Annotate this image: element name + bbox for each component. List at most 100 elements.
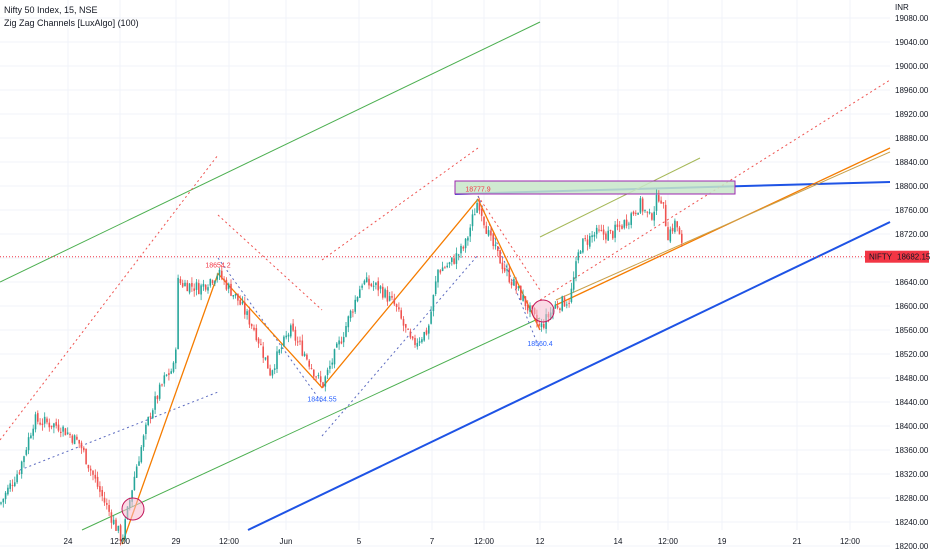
candle-body [152,410,154,419]
candle-body [391,296,393,298]
candle-body [480,208,483,216]
candle [317,372,320,379]
candle [278,348,281,356]
candle-body [497,246,499,251]
candle [99,481,101,498]
candle [310,363,313,370]
candle [253,324,255,332]
candle [510,278,513,289]
candle [80,440,83,454]
low-highlight-circle [121,497,145,521]
candle-body [149,416,152,418]
candle-body [517,286,520,288]
candle [78,439,80,449]
candle-body [386,290,389,302]
candle [315,375,317,382]
candle-body [278,349,281,354]
candle [324,375,327,392]
candle-body [172,362,175,372]
candle [175,347,177,370]
candle [101,486,103,502]
candle [423,331,425,342]
candle [561,295,563,312]
candle [623,219,626,230]
candle-body [478,202,481,211]
candle [94,469,97,483]
candle [14,476,16,488]
candle-body [218,269,221,276]
candle [441,261,444,272]
candle-body [653,211,655,221]
candle-body [584,238,586,240]
time-axis[interactable]: 24 12:00 29 12:00 Jun 5 7 12:00 12 14 12:00 19 21 12:… [64,537,861,546]
candle-body [368,278,370,286]
candle-body [370,283,373,287]
candle-body [191,282,193,287]
candle [612,230,614,240]
candle [446,262,448,269]
candle-body [660,200,662,204]
candle-body [257,338,260,344]
candle [425,327,428,336]
price-axis[interactable]: 19080.00 19040.00 19000.00 18960.00 18920.00… [865,3,931,550]
candle [667,221,669,241]
candle [287,332,290,343]
candle-body [41,423,44,425]
candle [103,491,106,506]
candle-body [329,365,331,369]
candle-body [609,229,612,231]
candle-body [188,283,191,293]
candle [575,256,577,282]
candle [616,218,619,231]
candle-body [310,368,313,370]
candle-body [85,448,87,465]
candle-body [14,482,16,486]
candle-body [471,214,474,227]
candle-body [119,525,122,542]
candle-body [628,223,630,225]
candle-body [572,277,575,290]
candle-body [156,395,159,400]
candle [177,274,179,350]
candle-body [641,198,644,212]
candle [393,293,396,307]
candle-body [577,252,580,261]
candle [165,374,168,377]
x-tick-label: 19 [718,537,727,546]
candle-body [248,310,251,325]
candle-body [34,414,37,430]
candle-body [582,238,584,253]
low-highlight-circle [531,299,555,323]
candle-body [285,335,287,338]
olive-channel-upper [539,157,701,238]
x-tick-label: 12 [536,537,545,546]
candle-body [556,305,559,308]
candle [375,282,377,290]
candle-body [204,284,207,290]
candle [497,246,499,257]
candle-body [467,237,469,241]
indicator-title[interactable]: Zig Zag Channels [LuxAlgo] (100) [4,18,139,28]
candle [181,279,184,288]
candle [237,293,239,306]
candle [89,465,92,476]
candle [145,422,147,440]
candle-body [432,294,435,312]
candle [41,418,44,431]
candle-body [0,502,2,504]
candle-body [50,425,53,428]
candle [336,342,338,348]
candle [462,245,465,252]
symbol-title[interactable]: Nifty 50 Index, 15, NSE [4,5,98,15]
candle-body [630,213,632,225]
candle [639,196,642,214]
candle [46,416,48,425]
candle-body [317,375,320,377]
candle-body [193,288,195,291]
candle-body [437,269,439,283]
candle-body [244,302,246,315]
resistance-zone [454,180,736,195]
candle-body [163,375,166,384]
candle-body [605,233,607,240]
